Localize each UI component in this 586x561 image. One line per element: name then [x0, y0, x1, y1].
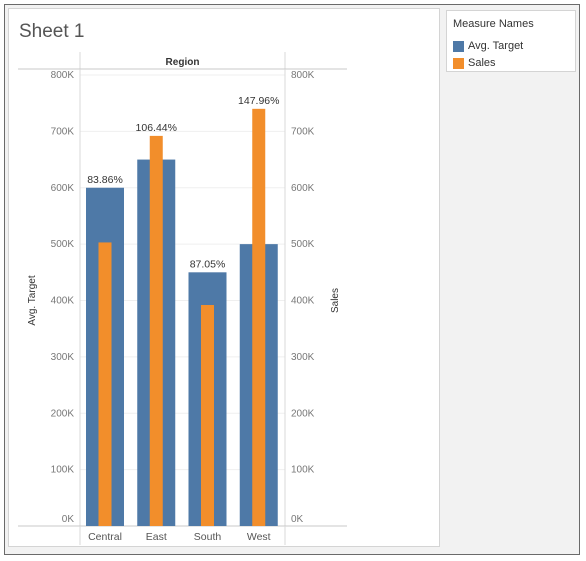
bar-sales-west [252, 108, 266, 526]
left-tick-label-1: 100K [51, 465, 75, 476]
right-tick-label-5: 500K [291, 239, 315, 250]
bar-sales-central [98, 242, 112, 526]
left-tick-label-7: 700K [51, 126, 75, 137]
right-tick-label-4: 400K [291, 296, 315, 307]
data-label-east: 106.44% [136, 122, 177, 134]
category-label-central: Central [88, 531, 122, 543]
measure-names-legend[interactable]: Measure Names Avg. Target Sales [446, 10, 576, 72]
sheet-title: Sheet 1 [19, 21, 85, 42]
data-label-central: 83.86% [87, 174, 123, 186]
data-label-west: 147.96% [238, 95, 279, 107]
left-tick-label-8: 800K [51, 70, 75, 81]
legend-title: Measure Names [453, 18, 534, 30]
legend-swatch-avg-target [453, 41, 464, 52]
legend-swatch-sales [453, 58, 464, 69]
right-axis-title: Sales [330, 288, 341, 313]
data-label-south: 87.05% [190, 258, 226, 270]
right-tick-label-1: 100K [291, 465, 315, 476]
left-tick-label-5: 500K [51, 239, 75, 250]
category-label-east: East [146, 531, 167, 543]
category-label-west: West [247, 531, 271, 543]
legend-label-avg-target: Avg. Target [468, 40, 524, 52]
right-tick-label-2: 200K [291, 408, 315, 419]
left-tick-label-2: 200K [51, 408, 75, 419]
category-label-south: South [194, 531, 222, 543]
left-tick-label-3: 300K [51, 352, 75, 363]
left-tick-label-4: 400K [51, 296, 75, 307]
right-tick-label-0: 0K [291, 514, 304, 525]
right-tick-label-6: 600K [291, 183, 315, 194]
right-tick-label-8: 800K [291, 70, 315, 81]
legend-label-sales: Sales [468, 57, 496, 69]
left-tick-label-0: 0K [62, 514, 75, 525]
region-header: Region [166, 57, 200, 68]
left-tick-label-6: 600K [51, 183, 75, 194]
bar-sales-south [201, 305, 214, 526]
bar-sales-east [149, 135, 163, 526]
left-axis-title: Avg. Target [27, 275, 38, 325]
right-tick-label-7: 700K [291, 126, 315, 137]
right-tick-label-3: 300K [291, 352, 315, 363]
